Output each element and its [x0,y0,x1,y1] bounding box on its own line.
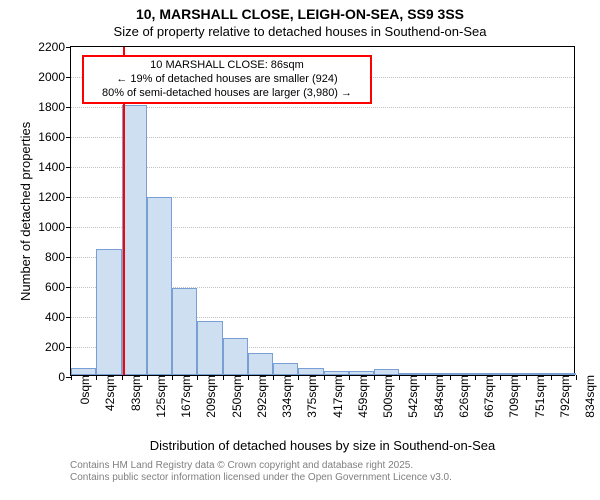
histogram-bar [197,321,222,375]
xtick-mark [248,375,249,380]
annotation-line2: ← 19% of detached houses are smaller (92… [88,73,366,87]
annotation-line1: 10 MARSHALL CLOSE: 86sqm [88,59,366,73]
xtick-mark [96,375,97,380]
xtick-mark [349,375,350,380]
histogram-bar [71,368,96,376]
ytick-label: 400 [45,310,71,324]
annotation-line3: 80% of semi-detached houses are larger (… [88,87,366,101]
xtick-mark [576,375,577,380]
xtick-mark [172,375,173,380]
xtick-label: 834sqm [581,375,597,418]
xtick-label: 626sqm [455,375,471,418]
xtick-label: 167sqm [177,375,193,418]
xtick-mark [475,375,476,380]
xtick-mark [399,375,400,380]
xtick-label: 667sqm [480,375,496,418]
xtick-label: 751sqm [531,375,547,418]
histogram-bar [96,249,121,375]
ytick-label: 1800 [38,100,71,114]
xtick-mark [526,375,527,380]
histogram-bar [147,197,172,376]
xtick-label: 42sqm [101,375,117,411]
credits-line2: Contains public sector information licen… [70,472,452,484]
xtick-label: 334sqm [278,375,294,418]
xtick-mark [298,375,299,380]
annotation-box: 10 MARSHALL CLOSE: 86sqm ← 19% of detach… [82,55,372,104]
xtick-label: 709sqm [505,375,521,418]
histogram-bar [273,363,298,375]
xtick-label: 375sqm [303,375,319,418]
histogram-bar [223,338,248,376]
ytick-label: 1600 [38,130,71,144]
x-axis-label: Distribution of detached houses by size … [70,438,575,453]
xtick-mark [324,375,325,380]
xtick-label: 209sqm [202,375,218,418]
ytick-label: 0 [58,370,71,384]
xtick-label: 584sqm [430,375,446,418]
xtick-label: 0sqm [76,375,92,404]
ytick-label: 2200 [38,40,71,54]
xtick-mark [147,375,148,380]
credits: Contains HM Land Registry data © Crown c… [70,460,452,484]
xtick-mark [551,375,552,380]
ytick-label: 2000 [38,70,71,84]
xtick-label: 250sqm [228,375,244,418]
xtick-label: 542sqm [404,375,420,418]
xtick-mark [122,375,123,380]
xtick-label: 125sqm [152,375,168,418]
credits-line1: Contains HM Land Registry data © Crown c… [70,460,452,472]
xtick-label: 792sqm [556,375,572,418]
xtick-mark [197,375,198,380]
xtick-mark [500,375,501,380]
ytick-label: 1400 [38,160,71,174]
xtick-label: 500sqm [379,375,395,418]
xtick-mark [425,375,426,380]
ytick-label: 1200 [38,190,71,204]
ytick-label: 600 [45,280,71,294]
xtick-label: 292sqm [253,375,269,418]
xtick-mark [273,375,274,380]
xtick-mark [71,375,72,380]
histogram-bar [122,105,147,375]
chart-subtitle: Size of property relative to detached ho… [0,24,600,39]
ytick-label: 1000 [38,220,71,234]
chart-title: 10, MARSHALL CLOSE, LEIGH-ON-SEA, SS9 3S… [0,0,600,22]
xtick-mark [223,375,224,380]
ytick-label: 200 [45,340,71,354]
xtick-label: 417sqm [329,375,345,418]
histogram-bar [248,353,273,376]
xtick-mark [450,375,451,380]
y-axis-label: Number of detached properties [18,122,33,301]
histogram-bar [298,368,323,375]
xtick-mark [374,375,375,380]
histogram-bar [172,288,197,375]
chart-container: 10, MARSHALL CLOSE, LEIGH-ON-SEA, SS9 3S… [0,0,600,500]
xtick-label: 459sqm [354,375,370,418]
ytick-label: 800 [45,250,71,264]
xtick-label: 83sqm [127,375,143,411]
